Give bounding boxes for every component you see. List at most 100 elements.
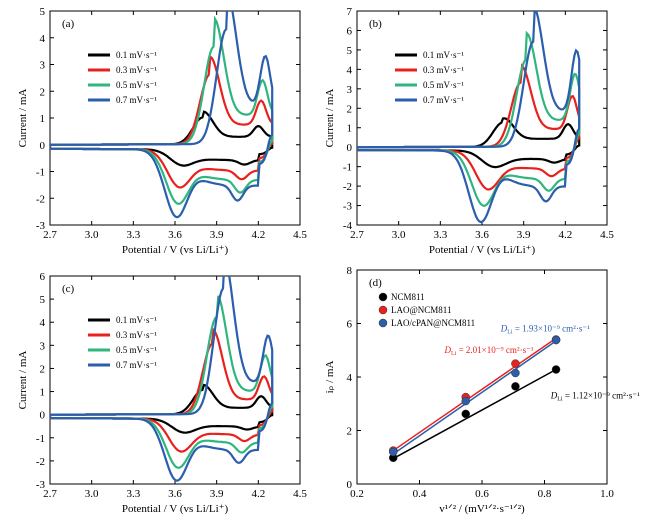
y-tick-label: 3 (40, 340, 46, 352)
x-axis-label: v¹ᐟ² / (mV¹ᐟ²·s⁻¹ᐟ²) (439, 503, 525, 515)
y-tick-label: 3 (347, 84, 353, 96)
x-tick-label: 4.5 (293, 229, 307, 241)
y-tick-label: 4 (347, 64, 353, 76)
x-tick-label: 3.9 (210, 229, 224, 241)
legend-entry: 0.1 mV·s⁻¹ (116, 50, 157, 60)
plot-frame-b (356, 10, 608, 226)
y-tick-label: -1 (36, 167, 45, 179)
y-axis-label: iₚ / mA (324, 361, 336, 394)
data-point (511, 382, 520, 391)
y-tick-label: 4 (40, 317, 46, 329)
legend-entry: NCM811 (391, 292, 425, 302)
legend-entry: LAO/cPAN@NCM811 (391, 318, 475, 328)
legend-entry: 0.1 mV·s⁻¹ (116, 315, 157, 325)
legend-entry: 0.5 mV·s⁻¹ (116, 80, 157, 90)
y-tick-label: 1 (40, 387, 46, 399)
y-tick-label: 7 (347, 6, 353, 18)
y-tick-label: 5 (347, 45, 353, 57)
x-axis-label: Potential / V (vs Li/Li⁺) (122, 244, 229, 256)
legend-entry: 0.7 mV·s⁻¹ (423, 95, 464, 105)
x-tick-label: 2.7 (43, 488, 57, 500)
panel-label: (c) (62, 283, 75, 295)
x-axis-label: Potential / V (vs Li/Li⁺) (429, 244, 536, 256)
data-point (389, 447, 398, 457)
legend-entry: 0.3 mV·s⁻¹ (116, 330, 157, 340)
data-point (461, 409, 470, 419)
y-tick-label: 8 (347, 265, 353, 277)
x-axis-label: Potential / V (vs Li/Li⁺) (122, 503, 229, 515)
fit-line-1 (392, 368, 557, 460)
panel-d: 0.2 0.4 0.6 0.8 1.0 0 2 4 6 8 v¹ᐟ² / (mV¹ᐟ²·s⁻¹ᐟ²)… (324, 265, 640, 515)
legend-entry: 0.3 mV·s⁻¹ (423, 65, 464, 75)
cv-curve-1 (50, 110, 274, 167)
y-tick-label: 5 (40, 294, 46, 306)
y-tick-label: 1 (347, 123, 353, 135)
x-tick-label: 3.3 (126, 229, 140, 241)
cv-curve-4 (50, 11, 274, 219)
y-axis-label: Current / mA (17, 89, 29, 148)
legend-entry: LAO@NCM811 (391, 305, 451, 315)
x-tick-label: 4.2 (558, 229, 572, 241)
y-tick-label: 2 (347, 426, 353, 438)
diffusion-annotation: DLi = 2.01×10⁻⁹ cm²·s⁻¹ (444, 345, 534, 357)
diffusion-annotation: DLi = 1.93×10⁻⁹ cm²·s⁻¹ (500, 324, 590, 336)
y-tick-label: 2 (40, 86, 46, 98)
y-tick-label: 3 (40, 60, 46, 72)
cv-curve-4 (50, 276, 274, 482)
y-tick-label: -2 (36, 456, 45, 468)
y-tick-label: -1 (343, 162, 352, 174)
cv-curve-4 (357, 11, 581, 224)
x-tick-label: 3.3 (433, 229, 447, 241)
y-tick-label: 6 (40, 271, 46, 283)
plot-frame-c (49, 275, 301, 485)
x-tick-label: 3.0 (392, 229, 406, 241)
cv-curve-2 (357, 63, 581, 191)
x-tick-label: 0.8 (538, 488, 552, 500)
y-tick-label: 2 (40, 363, 46, 375)
x-tick-label: 3.6 (168, 229, 182, 241)
plot-frame-a (49, 10, 301, 226)
plot-area (357, 11, 581, 224)
x-tick-label: 2.7 (350, 229, 364, 241)
plot-area (389, 335, 561, 463)
y-tick-label: -2 (36, 193, 45, 205)
y-tick-label: -2 (343, 181, 352, 193)
fit-line-3 (392, 340, 557, 455)
legend-entry: 0.5 mV·s⁻¹ (116, 345, 157, 355)
x-tick-label: 4.5 (600, 229, 614, 241)
x-tick-label: 0.6 (475, 488, 489, 500)
legend-entry: 0.1 mV·s⁻¹ (423, 50, 464, 60)
plot-area (50, 276, 274, 482)
data-point (511, 359, 520, 368)
legend-entry: 0.7 mV·s⁻¹ (116, 95, 157, 105)
data-point (551, 365, 561, 374)
x-tick-label: 0.4 (413, 488, 427, 500)
x-tick-label: 1.0 (600, 488, 614, 500)
x-tick-label: 4.2 (251, 229, 265, 241)
x-tick-label: 3.0 (85, 488, 99, 500)
panel-label: (b) (369, 18, 382, 30)
x-tick-label: 3.0 (85, 229, 99, 241)
y-axis-label: Current / mA (324, 89, 336, 148)
legend-marker (378, 305, 388, 315)
y-tick-label: 0 (347, 142, 353, 154)
y-tick-label: 4 (347, 372, 353, 384)
x-tick-label: 3.9 (517, 229, 531, 241)
data-point (551, 335, 561, 345)
y-tick-label: -3 (343, 201, 353, 213)
legend-marker (378, 292, 388, 302)
y-tick-label: 4 (40, 33, 46, 45)
y-tick-label: 5 (40, 6, 46, 18)
legend-entry: 0.5 mV·s⁻¹ (423, 80, 464, 90)
y-tick-label: 0 (40, 410, 46, 422)
x-tick-label: 3.6 (168, 488, 182, 500)
y-axis-label: Current / mA (17, 351, 29, 410)
diffusion-annotation: DLi = 1.12×10⁻⁹ cm²·s⁻¹ (550, 390, 640, 402)
panel-label: (d) (369, 277, 382, 289)
legend-entry: 0.3 mV·s⁻¹ (116, 65, 157, 75)
y-tick-label: 0 (347, 479, 353, 491)
y-tick-label: -3 (36, 220, 46, 232)
x-tick-label: 2.7 (43, 229, 57, 241)
y-tick-label: -4 (343, 220, 353, 232)
